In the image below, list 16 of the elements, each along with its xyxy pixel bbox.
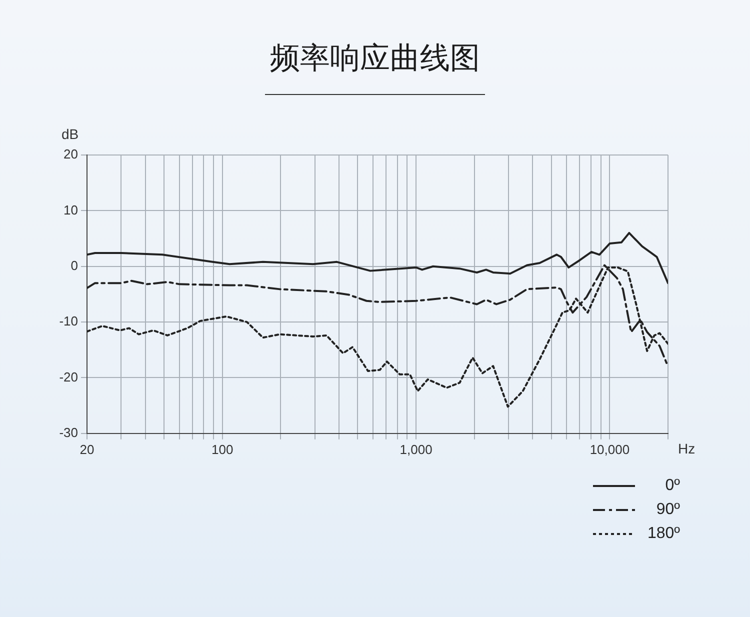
y-axis-title: dB <box>61 126 79 142</box>
x-tick-label: 20 <box>80 442 94 457</box>
x-tick-label: 10,000 <box>590 442 630 457</box>
legend-label: 180º <box>646 525 680 543</box>
x-axis-title: Hz <box>678 440 696 456</box>
legend-label: 0º <box>664 477 680 495</box>
legend-label: 90º <box>655 501 680 519</box>
y-tick-label: -10 <box>59 314 78 329</box>
y-tick-label: 0 <box>70 258 78 273</box>
y-tick-label: 20 <box>64 146 78 162</box>
chart-title: 频率响应曲线图 <box>269 41 481 77</box>
y-tick-label: -30 <box>59 424 78 440</box>
x-tick-label: 100 <box>212 442 234 457</box>
y-tick-label: 10 <box>64 202 78 218</box>
y-tick-label: -20 <box>59 369 78 384</box>
x-tick-label: 1,000 <box>400 442 432 457</box>
